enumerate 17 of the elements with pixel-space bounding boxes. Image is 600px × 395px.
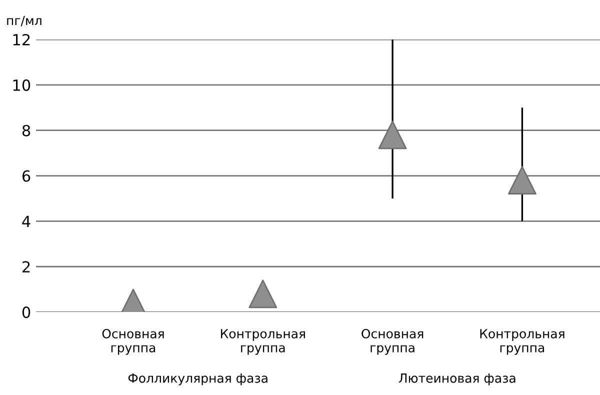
y-tick-label: 12	[13, 34, 30, 46]
x-tick-label: Основная группа	[362, 328, 424, 355]
y-axis-title: пг/мл	[7, 16, 42, 26]
text: Лютеиновая фаза	[398, 374, 516, 386]
text: Фолликулярная фаза	[128, 374, 268, 386]
x-tick-label: Контрольная группа	[480, 329, 564, 355]
x-tick-label: Основная группа	[102, 328, 164, 355]
y-tick-label: 2	[22, 261, 30, 272]
y-tick-label: 4	[22, 216, 30, 228]
y-tick-label: 6	[22, 170, 30, 182]
y-tick-label: 0	[22, 306, 30, 318]
point	[248, 280, 278, 308]
point	[378, 120, 407, 150]
y-tick-label: 10	[13, 79, 30, 91]
y-tick-label: 8	[22, 124, 30, 136]
x-tick-label: Контрольная группа	[220, 329, 305, 355]
point	[508, 166, 536, 195]
